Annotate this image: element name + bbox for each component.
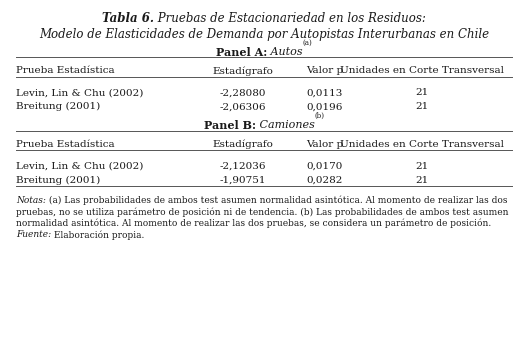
Text: Prueba Estadística: Prueba Estadística <box>16 140 115 149</box>
Text: normalidad asintótica. Al momento de realizar las dos pruebas, se considera un p: normalidad asintótica. Al momento de rea… <box>16 219 491 228</box>
Text: (a) Las probabilidades de ambos test asumen normalidad asintótica. Al momento de: (a) Las probabilidades de ambos test asu… <box>46 196 507 205</box>
Text: Unidades en Corte Transversal: Unidades en Corte Transversal <box>341 140 504 149</box>
Text: -2,06306: -2,06306 <box>220 102 266 111</box>
Text: Valor p: Valor p <box>306 140 343 149</box>
Text: Breitung (2001): Breitung (2001) <box>16 176 100 185</box>
Text: Valor p: Valor p <box>306 66 343 75</box>
Text: 0,0113: 0,0113 <box>307 88 343 97</box>
Text: Levin, Lin & Chu (2002): Levin, Lin & Chu (2002) <box>16 162 143 170</box>
Text: Breitung (2001): Breitung (2001) <box>16 102 100 112</box>
Text: Fuente:: Fuente: <box>16 230 51 239</box>
Text: Prueba Estadística: Prueba Estadística <box>16 66 115 75</box>
Text: 0,0170: 0,0170 <box>307 162 343 170</box>
Text: (b): (b) <box>315 112 324 120</box>
Text: Modelo de Elasticidades de Demanda por Autopistas Interurbanas en Chile: Modelo de Elasticidades de Demanda por A… <box>39 28 489 41</box>
Text: (a): (a) <box>303 39 313 47</box>
Text: -2,28080: -2,28080 <box>220 88 266 97</box>
Text: 21: 21 <box>416 162 429 170</box>
Text: Levin, Lin & Chu (2002): Levin, Lin & Chu (2002) <box>16 88 143 97</box>
Text: 21: 21 <box>416 88 429 97</box>
Text: Panel B:: Panel B: <box>204 120 256 131</box>
Text: -1,90751: -1,90751 <box>220 176 266 185</box>
Text: Notas:: Notas: <box>16 196 46 204</box>
Text: Unidades en Corte Transversal: Unidades en Corte Transversal <box>341 66 504 75</box>
Text: Estadígrafo: Estadígrafo <box>212 66 274 76</box>
Text: Tabla 6.: Tabla 6. <box>102 12 154 25</box>
Text: 21: 21 <box>416 102 429 111</box>
Text: -2,12036: -2,12036 <box>220 162 266 170</box>
Text: Panel A:: Panel A: <box>215 47 267 58</box>
Text: 0,0196: 0,0196 <box>307 102 343 111</box>
Text: Elaboración propia.: Elaboración propia. <box>51 230 144 240</box>
Text: Autos: Autos <box>267 47 303 56</box>
Text: 0,0282: 0,0282 <box>307 176 343 185</box>
Text: 21: 21 <box>416 176 429 185</box>
Text: Estadígrafo: Estadígrafo <box>212 140 274 149</box>
Text: Pruebas de Estacionariedad en los Residuos:: Pruebas de Estacionariedad en los Residu… <box>154 12 426 25</box>
Text: Camiones: Camiones <box>256 120 315 130</box>
Text: pruebas, no se utiliza parámetro de posición ni de tendencia. (b) Las probabilid: pruebas, no se utiliza parámetro de posi… <box>16 207 508 217</box>
